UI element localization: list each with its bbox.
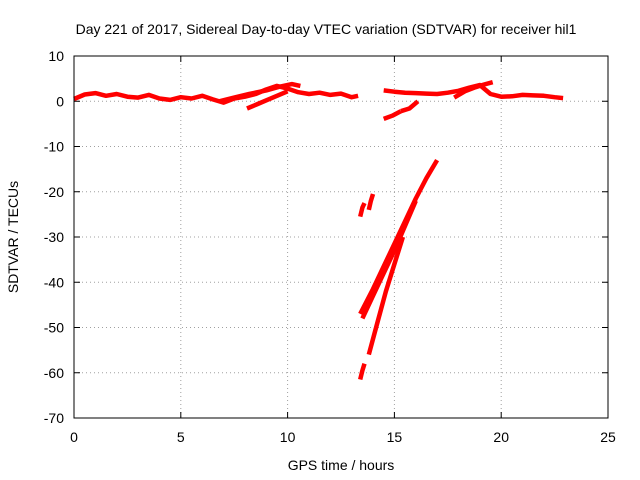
- x-tick-label: 25: [600, 429, 616, 445]
- sdtvar-series-trace: [382, 109, 402, 122]
- x-tick-label: 20: [493, 429, 509, 445]
- sdtvar-series-trace: [453, 80, 494, 100]
- y-tick-label: -70: [44, 410, 64, 426]
- sdtvar-series-trace: [73, 83, 359, 105]
- x-axis-label: GPS time / hours: [288, 457, 395, 473]
- sdtvar-series-trace: [360, 199, 418, 320]
- y-tick-label: -10: [44, 139, 64, 155]
- sdtvar-series-trace: [400, 99, 420, 114]
- y-tick-label: 10: [48, 48, 64, 64]
- sdtvar-series-trace: [366, 236, 406, 356]
- y-tick-label: -60: [44, 365, 64, 381]
- y-tick-label: 0: [56, 93, 64, 109]
- sdtvar-series-trace: [218, 81, 301, 104]
- y-tick-label: -20: [44, 184, 64, 200]
- x-tick-label: 0: [70, 429, 78, 445]
- grid-layer: [74, 56, 608, 418]
- tick-layer: 0 5 10 15 20 25 10 0 -10 -20 -30 -40 -50 -60 -70: [44, 48, 616, 445]
- y-axis-label: SDTVAR / TECUs: [5, 181, 21, 293]
- x-tick-label: 15: [387, 429, 403, 445]
- sdtvar-series-trace: [358, 202, 367, 218]
- x-tick-label: 10: [280, 429, 296, 445]
- y-tick-label: -40: [44, 274, 64, 290]
- chart-title: Day 221 of 2017, Sidereal Day-to-day VTE…: [76, 21, 577, 37]
- series-layer: [73, 80, 564, 381]
- y-tick-label: -50: [44, 320, 64, 336]
- x-tick-label: 5: [177, 429, 185, 445]
- sdtvar-series-trace: [358, 363, 367, 381]
- sdtvar-series-trace: [366, 193, 376, 211]
- y-tick-label: -30: [44, 229, 64, 245]
- sdtvar-series-trace: [246, 89, 289, 111]
